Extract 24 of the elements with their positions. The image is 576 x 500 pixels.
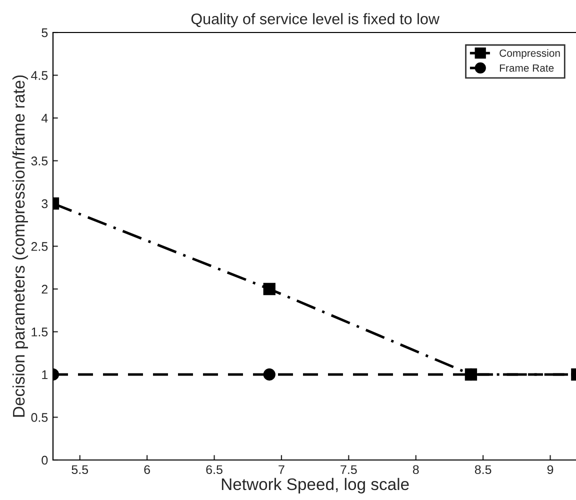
y-tick-label: 1.5 xyxy=(32,328,48,336)
x-tick-label: 8 xyxy=(412,465,419,474)
x-tick-label: 6.5 xyxy=(206,465,222,474)
x-tick-label: 7 xyxy=(278,465,284,474)
y-tick-label: 4.5 xyxy=(31,71,48,80)
y-tick-label: 3 xyxy=(42,199,48,208)
x-axis-title: Network Speed, log scale xyxy=(222,478,409,494)
y-tick-label: 0 xyxy=(42,456,48,465)
chart-title: Quality of service level is fixed to low xyxy=(191,13,440,28)
x-tick-label: 5.5 xyxy=(72,465,88,474)
x-tick-label: 8.5 xyxy=(474,465,492,474)
y-tick-label: 3.5 xyxy=(31,156,48,166)
legend-label: Compression xyxy=(500,49,560,59)
y-tick-label: 0.5 xyxy=(31,413,48,422)
legend-label: Frame Rate xyxy=(500,64,554,72)
x-tick-label: 7.5 xyxy=(340,465,357,474)
x-tick-label: 9 xyxy=(547,465,554,474)
x-tick-label: 6 xyxy=(144,465,150,474)
y-axis-title: Decision parameters (compression/frame rate) xyxy=(12,75,28,417)
y-tick-label: 2 xyxy=(42,284,48,294)
y-tick-label: 2.5 xyxy=(31,242,48,251)
y-tick-label: 1 xyxy=(42,370,48,380)
y-tick-label: 5 xyxy=(42,28,48,38)
y-tick-label: 4 xyxy=(41,114,48,123)
